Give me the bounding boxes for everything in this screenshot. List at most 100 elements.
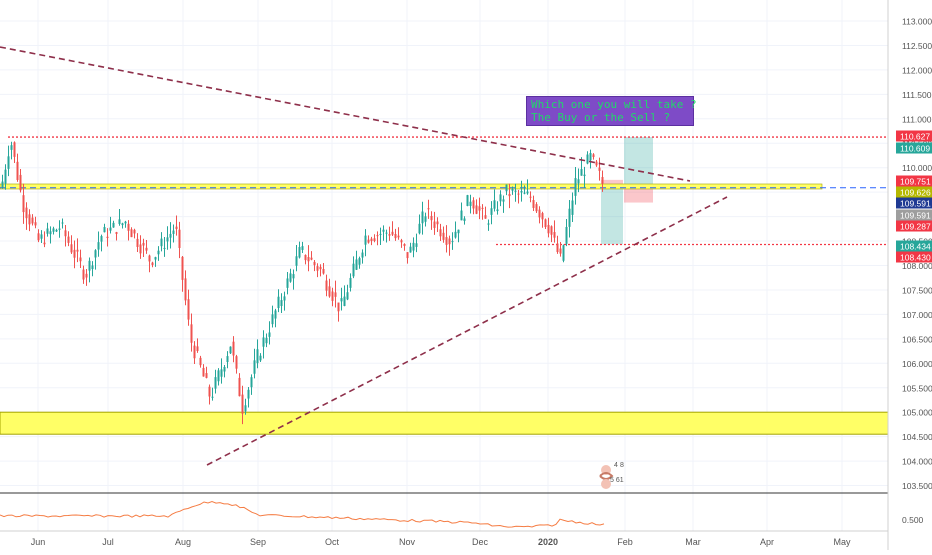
- candle-body: [61, 222, 64, 224]
- price-tick-label: 105.500: [902, 383, 932, 393]
- candle-body: [88, 260, 91, 271]
- candle-body: [136, 238, 139, 247]
- candle-body: [229, 346, 232, 354]
- candle-body: [34, 222, 37, 226]
- price-label-text: 109.287: [900, 222, 931, 232]
- price-tick-label: 104.500: [902, 432, 932, 442]
- candle-body: [415, 243, 418, 247]
- candle-body: [433, 221, 436, 228]
- candle-body: [16, 161, 19, 180]
- candle-body: [241, 394, 244, 414]
- time-tick-label: Oct: [325, 537, 340, 547]
- candle-body: [550, 226, 553, 235]
- candle-body: [79, 257, 82, 262]
- price-label-text: 108.430: [900, 253, 931, 263]
- candle-body: [553, 232, 556, 238]
- long-stop-box: [624, 185, 653, 203]
- annotation-line-1: Which one you will take ?: [531, 98, 697, 111]
- candle-body: [472, 200, 475, 209]
- candle-body: [169, 233, 172, 238]
- candle-body: [310, 257, 313, 260]
- candle-body: [163, 247, 166, 249]
- candle-body: [601, 177, 604, 184]
- candle-body: [97, 242, 100, 250]
- candle-body: [22, 195, 25, 213]
- candle-body: [58, 228, 61, 230]
- short-target-box: [601, 187, 623, 245]
- candle-body: [220, 369, 223, 377]
- candle-body: [70, 244, 73, 253]
- candle-body: [262, 337, 265, 347]
- candle-body: [175, 226, 178, 229]
- price-label-text: 110.627: [900, 132, 930, 142]
- candle-body: [379, 233, 382, 235]
- annotation-box[interactable]: Which one you will take ? The Buy or the…: [526, 96, 697, 126]
- candle-body: [595, 161, 598, 166]
- price-tick-label: 107.500: [902, 285, 932, 295]
- candle-body: [466, 195, 469, 206]
- price-label-text: 109.591: [900, 211, 931, 221]
- price-label-bg: [896, 197, 932, 209]
- candle-body: [82, 269, 85, 280]
- candle-body: [205, 373, 208, 378]
- long-target-box: [624, 137, 653, 186]
- time-tick-label: Aug: [175, 537, 191, 547]
- candle-body: [502, 199, 505, 202]
- candle-body: [430, 215, 433, 221]
- candle-body: [364, 235, 367, 245]
- time-tick-label: Nov: [399, 537, 416, 547]
- candle-body: [439, 229, 442, 237]
- candle-body: [418, 223, 421, 234]
- candle-body: [145, 247, 148, 251]
- indicator-axis: 0.500: [902, 515, 924, 525]
- candle-body: [76, 249, 79, 252]
- candle-body: [193, 345, 196, 359]
- candle-body: [490, 208, 493, 215]
- horizontal-levels[interactable]: [0, 136, 888, 246]
- candle-body: [10, 145, 13, 150]
- candle-body: [40, 234, 43, 239]
- candle-body: [283, 296, 286, 301]
- candle-body: [358, 258, 361, 265]
- candle-body: [184, 278, 187, 301]
- trendlines[interactable]: [0, 46, 728, 466]
- candle-body: [94, 250, 97, 258]
- candle-body: [412, 242, 415, 251]
- candle-body: [316, 266, 319, 271]
- candle-body: [547, 224, 550, 234]
- candle-body: [487, 223, 490, 225]
- candle-body: [499, 194, 502, 202]
- candle-body: [331, 291, 334, 301]
- position-boxes[interactable]: [601, 137, 653, 245]
- price-label-bg: [896, 220, 932, 232]
- price-label-bg: [896, 142, 932, 154]
- candle-body: [391, 231, 394, 235]
- candle-body: [271, 314, 274, 325]
- price-tick-label: 110.000: [902, 163, 932, 173]
- candle-body: [214, 377, 217, 389]
- indicator-line: [0, 500, 605, 528]
- price-tick-label: 105.000: [902, 408, 932, 418]
- candle-body: [151, 262, 154, 266]
- price-label-text: 109.751: [900, 177, 931, 187]
- candle-body: [409, 246, 412, 253]
- price-label-bg: [896, 175, 932, 187]
- watermark-logo: 4 8 5 61: [599, 462, 624, 489]
- price-tick-label: 107.000: [902, 310, 932, 320]
- support-zone[interactable]: [0, 411, 889, 435]
- candle-body: [148, 255, 151, 262]
- candle-body: [4, 169, 7, 184]
- candle-body: [142, 242, 145, 246]
- candle-body: [223, 366, 226, 372]
- candle-body: [376, 235, 379, 237]
- candle-body: [523, 192, 526, 194]
- candle-body: [73, 249, 76, 258]
- candle-body: [394, 234, 397, 239]
- price-label-bg: [896, 186, 932, 198]
- candle-body: [244, 405, 247, 412]
- time-axis[interactable]: Jun Jul Aug Sep Oct Nov Dec 2020 Feb Mar Apr May: [31, 537, 851, 547]
- price-label-text: 110.609: [900, 144, 930, 154]
- candle-body: [481, 207, 484, 209]
